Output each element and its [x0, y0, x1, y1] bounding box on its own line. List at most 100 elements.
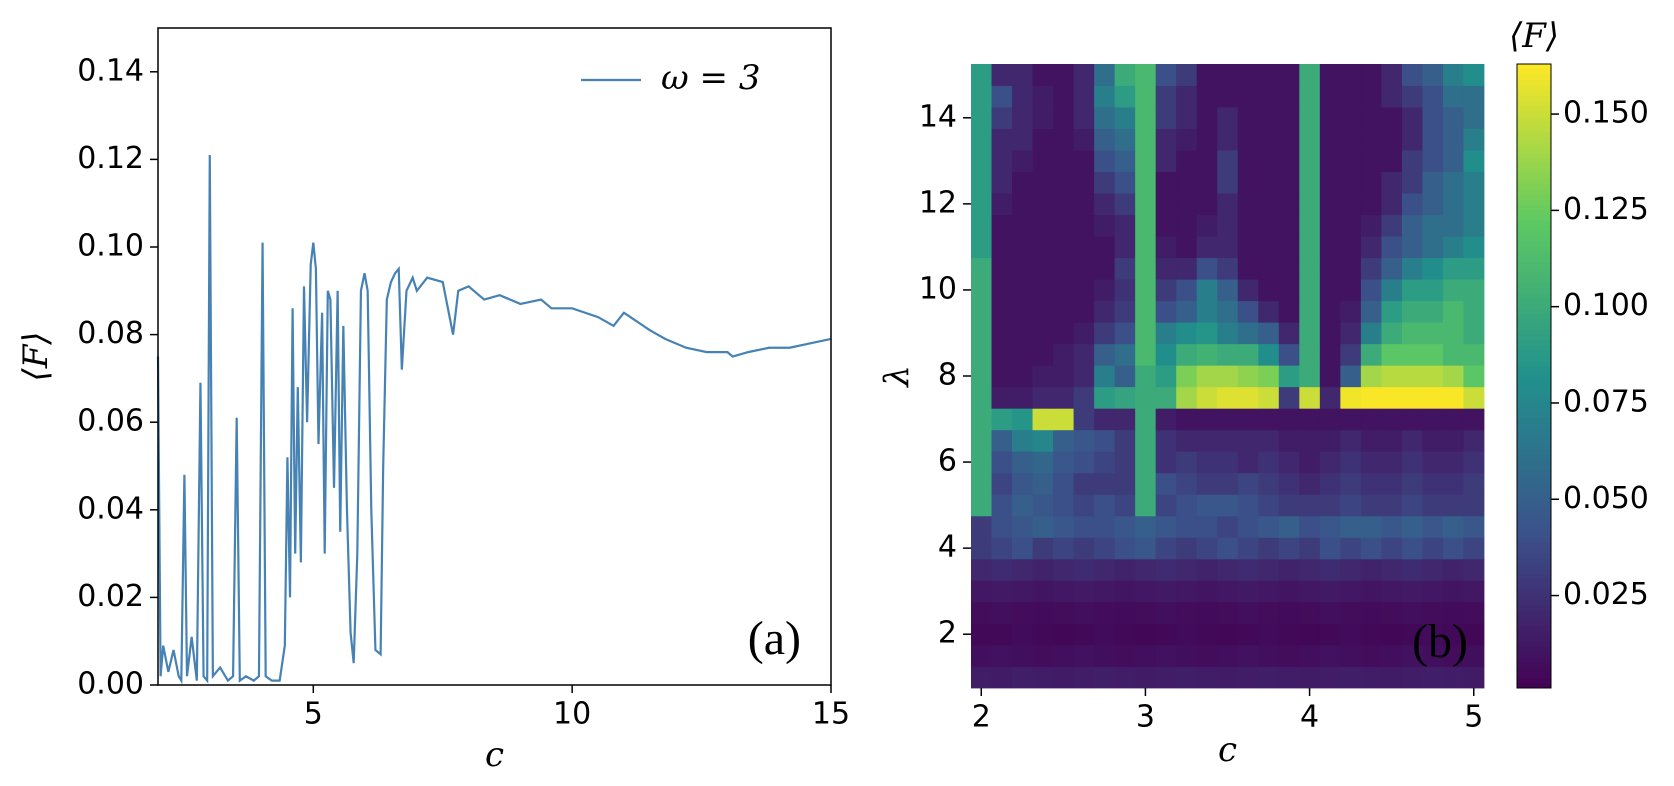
heatmap-cell [1258, 300, 1280, 323]
heatmap-cell [1340, 537, 1362, 560]
heatmap-cell [1237, 85, 1259, 108]
colorbar-step [1517, 386, 1551, 393]
heatmap-cell [1237, 515, 1259, 538]
heatmap-cell [991, 150, 1013, 172]
heatmap-cell [1463, 193, 1485, 216]
heatmap-cell [1401, 429, 1423, 452]
heatmap-cell [991, 257, 1013, 280]
x-tick-label: 3 [1136, 700, 1155, 735]
heatmap-cell [1319, 666, 1341, 689]
heatmap-cell [1032, 558, 1054, 581]
heatmap-cell [1422, 472, 1444, 495]
heatmap-cell [1135, 193, 1157, 216]
heatmap-cell [1073, 193, 1095, 216]
heatmap-cell [1094, 193, 1116, 216]
heatmap-cell [991, 322, 1013, 345]
colorbar-step [1517, 90, 1551, 96]
heatmap-cell [1401, 214, 1423, 237]
heatmap-cell [1463, 343, 1485, 366]
heatmap-cell [1176, 236, 1198, 259]
heatmap-cell [1094, 365, 1116, 388]
heatmap-cell [1360, 279, 1382, 302]
heatmap-cell [1442, 494, 1464, 517]
heatmap-cell [1176, 85, 1198, 108]
heatmap-cell [1073, 279, 1095, 302]
heatmap-cell [991, 558, 1013, 581]
heatmap-cell [1012, 494, 1033, 517]
colorbar-step [1517, 261, 1551, 268]
heatmap-cell [1012, 257, 1033, 280]
colorbar-step [1517, 204, 1551, 211]
heatmap-cell [1340, 257, 1362, 280]
heatmap-cell [1258, 644, 1280, 667]
heatmap-cell [1278, 150, 1300, 172]
heatmap-cell [1340, 558, 1362, 581]
heatmap-cell [1381, 171, 1403, 194]
heatmap-cell [1463, 494, 1485, 517]
heatmap-cell [1319, 107, 1341, 129]
heatmap-cell [1155, 558, 1177, 581]
heatmap-cell [1155, 107, 1177, 129]
heatmap-cell [1217, 537, 1239, 560]
heatmap-cell [1299, 171, 1321, 194]
heatmap-cell [1237, 236, 1259, 259]
heatmap-cell [1237, 666, 1259, 689]
heatmap-cell [1258, 408, 1280, 431]
heatmap-cell [1319, 515, 1341, 538]
heatmap-cell [1135, 279, 1157, 302]
heatmap-cell [1012, 343, 1033, 366]
heatmap-cell [991, 85, 1013, 108]
colorbar-step [1517, 199, 1551, 205]
heatmap-cell [1032, 257, 1054, 280]
heatmap-cell [1442, 107, 1464, 129]
panel-label: (a) [748, 612, 801, 665]
heatmap-cell [1381, 257, 1403, 280]
heatmap-cell [1401, 64, 1423, 86]
heatmap-cell [1094, 601, 1116, 624]
heatmap-cell [1463, 666, 1485, 689]
heatmap-cell [971, 408, 992, 431]
colorbar-step [1517, 79, 1551, 86]
colorbar-step [1517, 610, 1551, 616]
heatmap-cell [1319, 537, 1341, 560]
heatmap-cell [1176, 558, 1198, 581]
heatmap-cell [1360, 171, 1382, 194]
heatmap-cell [1196, 472, 1218, 495]
heatmap-cell [1237, 343, 1259, 366]
colorbar-step [1517, 318, 1551, 325]
heatmap-cell [1176, 429, 1198, 452]
heatmap-cell [1032, 494, 1054, 517]
heatmap-cell [1032, 472, 1054, 495]
colorbar-step [1517, 329, 1551, 335]
heatmap-cell [1114, 279, 1136, 302]
heatmap-cell [1012, 322, 1033, 345]
colorbar-tick-label: 0.150 [1563, 96, 1649, 131]
heatmap-cell [1401, 279, 1423, 302]
y-tick-label: 0.08 [77, 316, 144, 351]
heatmap-cell [971, 279, 992, 302]
colorbar-step [1517, 428, 1551, 434]
heatmap-cell [1381, 128, 1403, 151]
heatmap-cell [1360, 601, 1382, 624]
heatmap-cell [1340, 150, 1362, 172]
heatmap-cell [1196, 644, 1218, 667]
heatmap-cell [1278, 128, 1300, 151]
heatmap-cell [971, 515, 992, 538]
heatmap-cell [1381, 601, 1403, 624]
heatmap-cell [1135, 408, 1157, 431]
colorbar-step [1517, 578, 1551, 585]
heatmap-cell [1422, 666, 1444, 689]
heatmap-cell [1463, 322, 1485, 345]
heatmap-cell [991, 623, 1013, 646]
heatmap-cell [1094, 408, 1116, 431]
heatmap-cell [1401, 537, 1423, 560]
heatmap-cell [1258, 623, 1280, 646]
heatmap-cell [1237, 150, 1259, 172]
colorbar-step [1517, 636, 1551, 642]
heatmap-cell [1258, 451, 1280, 474]
heatmap-cell [1340, 365, 1362, 388]
heatmap-cell [1032, 193, 1054, 216]
heatmap-cell [1278, 472, 1300, 495]
heatmap-cell [1196, 558, 1218, 581]
heatmap-cell [1299, 537, 1321, 560]
